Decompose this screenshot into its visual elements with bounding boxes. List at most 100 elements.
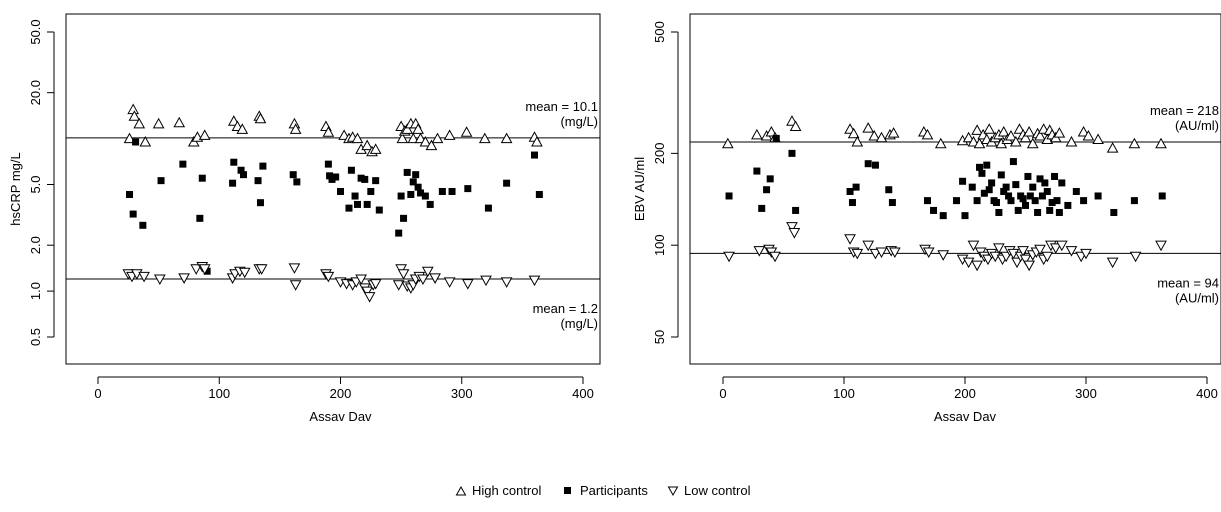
high-control-point (123, 132, 136, 144)
participant-point (1029, 183, 1037, 191)
participant-point (864, 160, 872, 168)
participant-point (229, 179, 237, 187)
low-control-point (397, 269, 410, 280)
low-control-point (1011, 257, 1023, 269)
high-control-point (152, 117, 165, 129)
high-control-point (789, 120, 802, 131)
high-control-point (868, 129, 881, 141)
participant-point (375, 206, 383, 214)
participant-point (259, 162, 267, 170)
low-control-point (788, 228, 801, 239)
participant-point (1072, 187, 1080, 195)
participant-point (939, 212, 947, 220)
participant-point (788, 149, 796, 157)
mean-label: mean = 1.2 (533, 301, 598, 316)
high-control-point (401, 123, 414, 134)
participant-point (1031, 197, 1039, 205)
low-control-point (1049, 243, 1062, 254)
participant-point (1005, 192, 1013, 200)
participant-point (1002, 183, 1010, 191)
participant-point (848, 199, 856, 207)
low-control-point (937, 250, 950, 261)
participant-point (535, 190, 543, 198)
low-control-point (355, 274, 367, 286)
x-tick-label: 200 (330, 386, 352, 401)
low-control-point (528, 275, 541, 287)
legend-marker-participants (564, 487, 571, 494)
low-control-point (190, 264, 203, 275)
low-control-point (1019, 254, 1032, 266)
participant-point (980, 189, 988, 197)
participant-point (484, 204, 492, 212)
participant-point (997, 171, 1005, 179)
low-control-point (922, 247, 935, 259)
participant-point (852, 183, 860, 191)
y-tick-label: 2.0 (28, 236, 43, 254)
participant-point (1041, 179, 1049, 187)
high-control-point (254, 112, 267, 124)
legend-marker-high-control (455, 485, 467, 496)
low-control-point (753, 246, 766, 257)
high-control-point (460, 126, 473, 137)
high-control-point (198, 129, 211, 140)
y-tick-label: 100 (652, 234, 667, 256)
high-control-point (407, 132, 420, 144)
participant-point (763, 186, 771, 194)
high-control-point (875, 131, 888, 143)
participant-point (332, 173, 340, 181)
high-control-point (443, 129, 456, 140)
high-control-point (1065, 135, 1078, 147)
participant-point (421, 192, 429, 200)
participant-point (196, 214, 204, 222)
mean-label: mean = 218 (1150, 103, 1219, 118)
participant-point (1036, 175, 1044, 183)
high-control-point (419, 135, 432, 147)
y-axis-label: EBV AU/ml (632, 157, 647, 221)
high-control-point (862, 122, 875, 133)
high-control-point (139, 135, 152, 147)
high-control-point (1082, 129, 1095, 141)
low-control-point (421, 266, 434, 278)
participant-point (414, 183, 422, 191)
high-control-point (1009, 135, 1022, 147)
low-control-point (1106, 257, 1119, 269)
low-control-point (363, 292, 376, 303)
participant-point (1080, 197, 1088, 205)
high-control-point (1155, 137, 1167, 149)
high-control-point (289, 123, 302, 134)
low-control-point (967, 240, 980, 252)
low-control-point (178, 273, 190, 284)
low-control-point (369, 279, 382, 290)
participant-point (1055, 208, 1063, 216)
participant-point (1094, 192, 1102, 200)
high-control-point (1023, 125, 1035, 137)
participant-point (139, 221, 147, 229)
mean-unit-label: (mg/L) (560, 114, 598, 129)
participant-point (978, 169, 986, 177)
mean-unit-label: (mg/L) (560, 316, 598, 331)
participant-point (132, 138, 140, 146)
high-control-point (887, 127, 900, 138)
x-tick-label: 300 (451, 386, 473, 401)
x-tick-label: 100 (833, 386, 855, 401)
low-control-point (875, 247, 888, 259)
legend-label-participants: Participants (580, 483, 648, 498)
low-control-point (1023, 260, 1035, 272)
participant-point (995, 208, 1003, 216)
mean-label: mean = 94 (1157, 275, 1219, 290)
participant-point (1064, 201, 1072, 209)
x-tick-label: 400 (572, 386, 594, 401)
participant-point (407, 190, 415, 198)
high-control-point (1092, 133, 1104, 145)
low-control-point (392, 280, 405, 291)
low-control-point (461, 279, 474, 290)
participant-point (1026, 192, 1034, 200)
participant-point (1024, 172, 1032, 180)
low-control-point (982, 254, 994, 266)
high-control-point (1005, 129, 1017, 141)
y-axis-label: hsCRP mg/L (8, 152, 23, 225)
y-tick-label: 0.5 (28, 328, 43, 346)
low-control-point (198, 264, 211, 275)
participant-point (753, 167, 761, 175)
